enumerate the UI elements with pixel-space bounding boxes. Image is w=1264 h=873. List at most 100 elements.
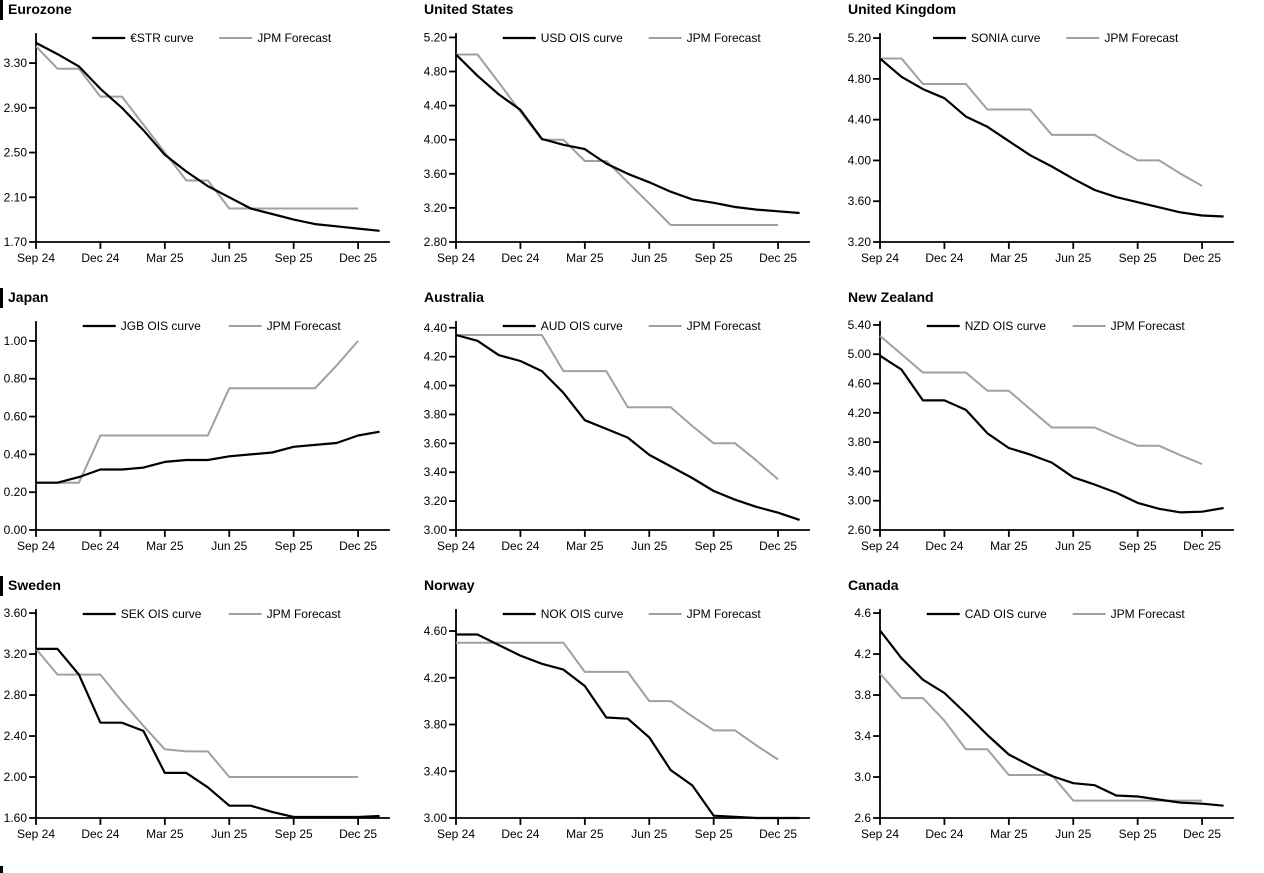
chart-title-canada: Canada xyxy=(848,577,899,593)
x-tick-label: Dec 25 xyxy=(759,251,797,265)
series-line-actual xyxy=(35,41,380,232)
series-line-actual xyxy=(455,53,800,215)
series-line-forecast xyxy=(879,672,1203,802)
x-tick-label: Jun 25 xyxy=(1055,251,1091,265)
legend-label: €STR curve xyxy=(130,31,194,45)
japan-rate-chart: 0.00 0.20 0.40 0.60 0.80 1.00 Sep 24 Dec 24 Mar … xyxy=(4,319,390,553)
chart-title-new-zealand: New Zealand xyxy=(848,289,934,305)
x-tick-label: Mar 25 xyxy=(990,827,1028,841)
x-tick-label: Sep 25 xyxy=(275,251,313,265)
x-tick-label: Sep 24 xyxy=(437,251,475,265)
chart-panel-eurozone: Eurozone 1.70 2.10 2.50 2.90 3.30 Sep 24 Dec 2… xyxy=(0,0,420,288)
y-tick-label: 5.20 xyxy=(424,30,448,44)
x-tick-label: Jun 25 xyxy=(631,251,667,265)
chart-panel-japan: Japan 0.00 0.20 0.40 0.60 0.80 1.00 Sep 24 Dec … xyxy=(0,288,420,576)
legend-label: JPM Forecast xyxy=(267,319,342,333)
series-line-actual xyxy=(879,629,1224,807)
legend-label: JPM Forecast xyxy=(1111,607,1186,621)
y-tick-label: 0.40 xyxy=(4,447,28,461)
axes xyxy=(873,33,1234,249)
legend: USD OIS curve JPM Forecast xyxy=(502,31,761,45)
series-line-forecast xyxy=(35,45,359,210)
y-tick-label: 1.70 xyxy=(4,235,28,249)
legend-label: JPM Forecast xyxy=(257,31,332,45)
y-tick-label: 4.6 xyxy=(854,606,871,620)
chart-title-united-kingdom: United Kingdom xyxy=(848,1,957,17)
y-tick-label: 3.60 xyxy=(424,436,448,450)
x-tick-label: Sep 24 xyxy=(17,251,55,265)
chart-panel-united-states: United States 2.80 3.20 3.60 4.00 4.40 4.80 5.… xyxy=(420,0,840,288)
y-tick-label: 3.0 xyxy=(854,770,871,784)
x-tick-label: Jun 25 xyxy=(631,827,667,841)
legend-label: AUD OIS curve xyxy=(541,319,623,333)
axes xyxy=(873,609,1234,825)
x-tick-label: Sep 24 xyxy=(17,539,55,553)
x-tick-label: Jun 25 xyxy=(211,539,247,553)
axes xyxy=(29,33,390,249)
series-line-actual xyxy=(456,633,800,820)
y-tick-label: 2.80 xyxy=(4,688,28,702)
y-tick-label: 3.80 xyxy=(424,718,448,732)
series-line-forecast xyxy=(880,57,1203,187)
series-line-actual xyxy=(36,430,380,484)
chart-title-sweden: Sweden xyxy=(0,576,420,596)
axes xyxy=(449,33,810,249)
y-tick-label: 4.20 xyxy=(424,350,448,364)
y-tick-label: 2.90 xyxy=(4,101,28,115)
y-tick-label: 3.60 xyxy=(4,606,28,620)
axes xyxy=(29,321,390,537)
chart-panel-sweden: Sweden 1.60 2.00 2.40 2.80 3.20 3.60 Sep 24 Dec… xyxy=(0,576,420,864)
x-tick-label: Mar 25 xyxy=(146,827,184,841)
x-tick-label: Jun 25 xyxy=(211,251,247,265)
y-tick-label: 3.40 xyxy=(848,464,872,478)
x-tick-label: Dec 25 xyxy=(759,539,797,553)
x-tick-label: Mar 25 xyxy=(990,251,1028,265)
y-tick-label: 0.00 xyxy=(4,523,28,537)
chart-panel-new-zealand: New Zealand 2.60 3.00 3.40 3.80 4.20 4.60 5.00… xyxy=(844,288,1264,576)
chart-panel-united-kingdom: United Kingdom 3.20 3.60 4.00 4.40 4.80 5.20 S… xyxy=(844,0,1264,288)
y-tick-label: 5.20 xyxy=(848,31,872,45)
y-tick-label: 0.60 xyxy=(4,410,28,424)
series-line-forecast xyxy=(456,334,779,481)
x-tick-label: Sep 25 xyxy=(1119,251,1157,265)
x-tick-label: Dec 25 xyxy=(1183,827,1221,841)
y-tick-label: 3.80 xyxy=(848,435,872,449)
axes xyxy=(29,609,390,825)
series-line-forecast xyxy=(36,340,359,484)
legend-label: JPM Forecast xyxy=(687,607,762,621)
y-tick-label: 3.60 xyxy=(848,194,872,208)
x-tick-label: Sep 25 xyxy=(1119,827,1157,841)
chart-panel-australia: Australia 3.00 3.20 3.40 3.60 3.80 4.00 4.20 4.… xyxy=(420,288,840,576)
x-tick-label: Jun 25 xyxy=(1055,539,1091,553)
y-tick-label: 3.8 xyxy=(854,688,871,702)
y-tick-label: 3.40 xyxy=(424,465,448,479)
y-tick-label: 1.00 xyxy=(4,334,28,348)
y-tick-label: 4.2 xyxy=(854,647,871,661)
x-tick-label: Dec 24 xyxy=(501,251,539,265)
x-tick-label: Jun 25 xyxy=(631,539,667,553)
x-tick-label: Dec 24 xyxy=(81,251,119,265)
y-tick-label: 2.6 xyxy=(854,811,871,825)
x-tick-label: Sep 24 xyxy=(437,827,475,841)
legend-label: JPM Forecast xyxy=(1111,319,1186,333)
x-tick-label: Sep 25 xyxy=(695,251,733,265)
y-tick-label: 3.20 xyxy=(424,494,448,508)
united-kingdom-rate-chart: 3.20 3.60 4.00 4.40 4.80 5.20 Sep 24 Dec 24 Mar … xyxy=(848,31,1234,265)
chart-title-norway: Norway xyxy=(424,577,475,593)
x-tick-label: Mar 25 xyxy=(990,539,1028,553)
legend-label: USD OIS curve xyxy=(541,31,623,45)
legend-label: SONIA curve xyxy=(971,31,1041,45)
legend: JGB OIS curve JPM Forecast xyxy=(82,319,342,333)
x-tick-label: Sep 24 xyxy=(861,251,899,265)
series-line-forecast xyxy=(879,335,1203,466)
x-tick-label: Dec 24 xyxy=(501,827,539,841)
chart-title-united-states: United States xyxy=(424,1,514,17)
legend: SONIA curve JPM Forecast xyxy=(933,31,1179,45)
y-tick-label: 4.40 xyxy=(848,113,872,127)
x-tick-label: Sep 24 xyxy=(861,539,899,553)
x-tick-label: Sep 25 xyxy=(695,827,733,841)
x-tick-label: Sep 24 xyxy=(437,539,475,553)
legend: AUD OIS curve JPM Forecast xyxy=(502,319,761,333)
series-line-actual xyxy=(879,57,1224,218)
